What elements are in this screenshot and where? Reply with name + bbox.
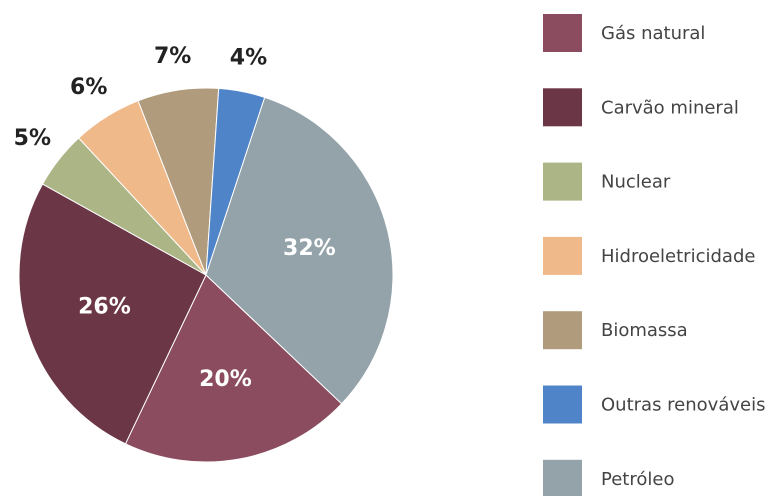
pie-slice bbox=[205, 96, 394, 405]
data-label: 4% bbox=[230, 45, 267, 70]
legend-label: Nuclear bbox=[601, 172, 671, 193]
legend-swatch bbox=[543, 236, 582, 275]
legend-label: Hidroeletricidade bbox=[601, 246, 755, 267]
pie-slice bbox=[124, 274, 343, 463]
legend-label: Carvão mineral bbox=[601, 97, 739, 118]
legend-swatch bbox=[543, 162, 582, 201]
legend-label: Petróleo bbox=[601, 469, 674, 490]
legend-label: Outras renováveis bbox=[601, 395, 765, 416]
legend-swatch bbox=[543, 14, 582, 52]
data-label: 32% bbox=[283, 236, 336, 261]
data-label: 6% bbox=[70, 75, 107, 100]
legend-swatch bbox=[543, 385, 582, 424]
data-label: 20% bbox=[199, 367, 252, 392]
legend-label: Gás natural bbox=[601, 23, 705, 44]
legend-swatch bbox=[543, 459, 582, 496]
legend-swatch bbox=[543, 88, 582, 127]
legend-label: Biomassa bbox=[601, 320, 688, 341]
data-label: 26% bbox=[78, 294, 131, 319]
data-label: 5% bbox=[14, 126, 51, 151]
legend-swatch bbox=[543, 311, 582, 350]
data-label: 7% bbox=[154, 44, 191, 69]
